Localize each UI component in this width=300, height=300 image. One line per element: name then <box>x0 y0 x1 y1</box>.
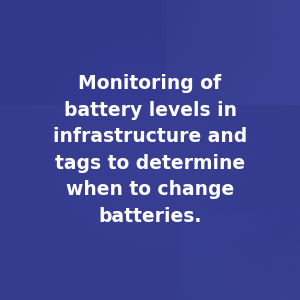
Text: Monitoring of
battery levels in
infrastructure and
tags to determine
when to cha: Monitoring of battery levels in infrastr… <box>53 74 247 226</box>
